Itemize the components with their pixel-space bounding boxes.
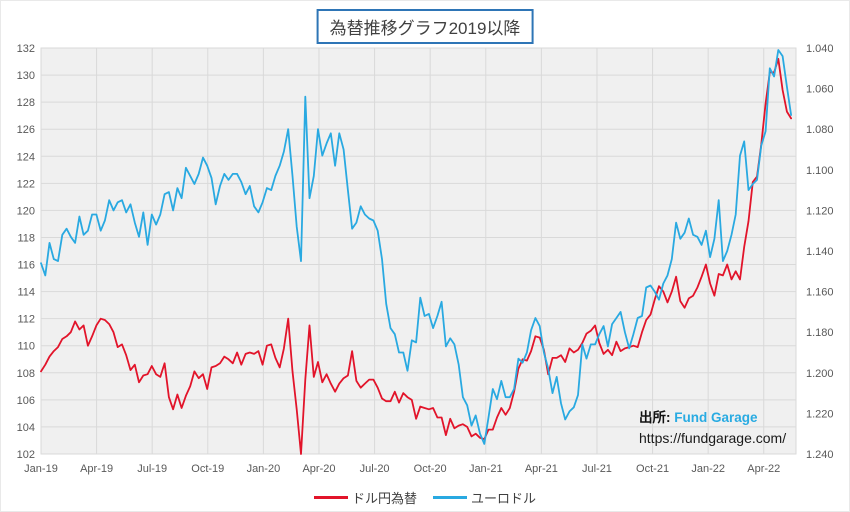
right-tick-label: 1.180	[806, 327, 834, 339]
usdjpy-line-swatch	[313, 496, 348, 499]
x-tick-label: Jul-19	[137, 463, 167, 475]
left-tick-label: 110	[17, 341, 35, 353]
chart-legend: ドル円為替 ユーロドル	[1, 488, 849, 507]
x-tick-label: Jan-20	[247, 463, 281, 475]
source-prefix: 出所:	[639, 410, 671, 425]
x-tick-label: Jul-20	[360, 463, 390, 475]
x-tick-label: Jan-21	[469, 463, 503, 475]
right-tick-label: 1.120	[806, 205, 834, 217]
x-tick-label: Apr-21	[525, 463, 558, 475]
x-tick-label: Oct-20	[414, 463, 447, 475]
x-tick-label: Jan-19	[24, 463, 58, 475]
right-tick-label: 1.100	[806, 165, 834, 177]
left-tick-label: 108	[17, 368, 35, 380]
left-axis-labels: 132 130 128 126 124 122 120 118 116 114 112 110 108 1…	[17, 43, 35, 461]
left-tick-label: 116	[17, 260, 35, 272]
eurusd-series-line	[40, 49, 792, 445]
x-tick-label: Apr-22	[747, 463, 780, 475]
x-axis-labels: Jan-19 Apr-19 Jul-19 Oct-19 Jan-20 Apr-20 Jul-…	[24, 463, 780, 475]
source-note: 出所: Fund Garage https://fundgarage.com/	[639, 408, 786, 449]
plot-border	[40, 47, 797, 455]
right-tick-label: 1.220	[806, 408, 834, 420]
left-tick-label: 114	[17, 287, 35, 299]
left-tick-label: 104	[17, 422, 35, 434]
source-line: 出所: Fund Garage	[639, 408, 786, 428]
right-tick-label: 1.040	[806, 43, 834, 55]
left-tick-label: 112	[17, 314, 35, 326]
legend-item-usdjpy: ドル円為替	[313, 488, 417, 507]
left-tick-label: 126	[17, 124, 35, 136]
legend-label-usdjpy: ドル円為替	[351, 491, 417, 506]
legend-label-eurusd: ユーロドル	[471, 491, 537, 506]
x-tick-label: Oct-21	[636, 463, 669, 475]
right-tick-label: 1.240	[806, 449, 834, 461]
right-tick-label: 1.140	[806, 246, 834, 258]
left-tick-label: 124	[17, 151, 35, 163]
x-tick-label: Jul-21	[582, 463, 612, 475]
chart-title: 為替推移グラフ2019以降	[316, 9, 534, 44]
left-tick-label: 130	[17, 70, 35, 82]
x-tick-label: Apr-20	[302, 463, 335, 475]
right-axis-labels: 1.040 1.060 1.080 1.100 1.120 1.140 1.160 1.180…	[806, 43, 834, 461]
left-tick-label: 102	[17, 449, 35, 461]
source-name: Fund Garage	[674, 410, 758, 425]
x-tick-label: Apr-19	[80, 463, 113, 475]
left-tick-label: 132	[17, 43, 35, 55]
right-tick-label: 1.160	[806, 287, 834, 299]
right-tick-label: 1.080	[806, 124, 834, 136]
left-tick-label: 128	[17, 97, 35, 109]
left-tick-label: 122	[17, 178, 35, 190]
left-tick-label: 106	[17, 395, 35, 407]
right-tick-label: 1.060	[806, 84, 834, 96]
left-tick-label: 118	[17, 232, 35, 244]
x-tick-label: Jan-22	[691, 463, 725, 475]
source-url: https://fundgarage.com/	[639, 430, 787, 447]
legend-item-eurusd: ユーロドル	[433, 488, 536, 507]
eurusd-line-swatch	[433, 496, 467, 499]
usdjpy-series-line	[40, 57, 792, 455]
right-tick-label: 1.200	[806, 368, 834, 380]
x-tick-label: Oct-19	[191, 463, 224, 475]
plot-area	[41, 48, 796, 454]
left-tick-label: 120	[17, 205, 35, 217]
